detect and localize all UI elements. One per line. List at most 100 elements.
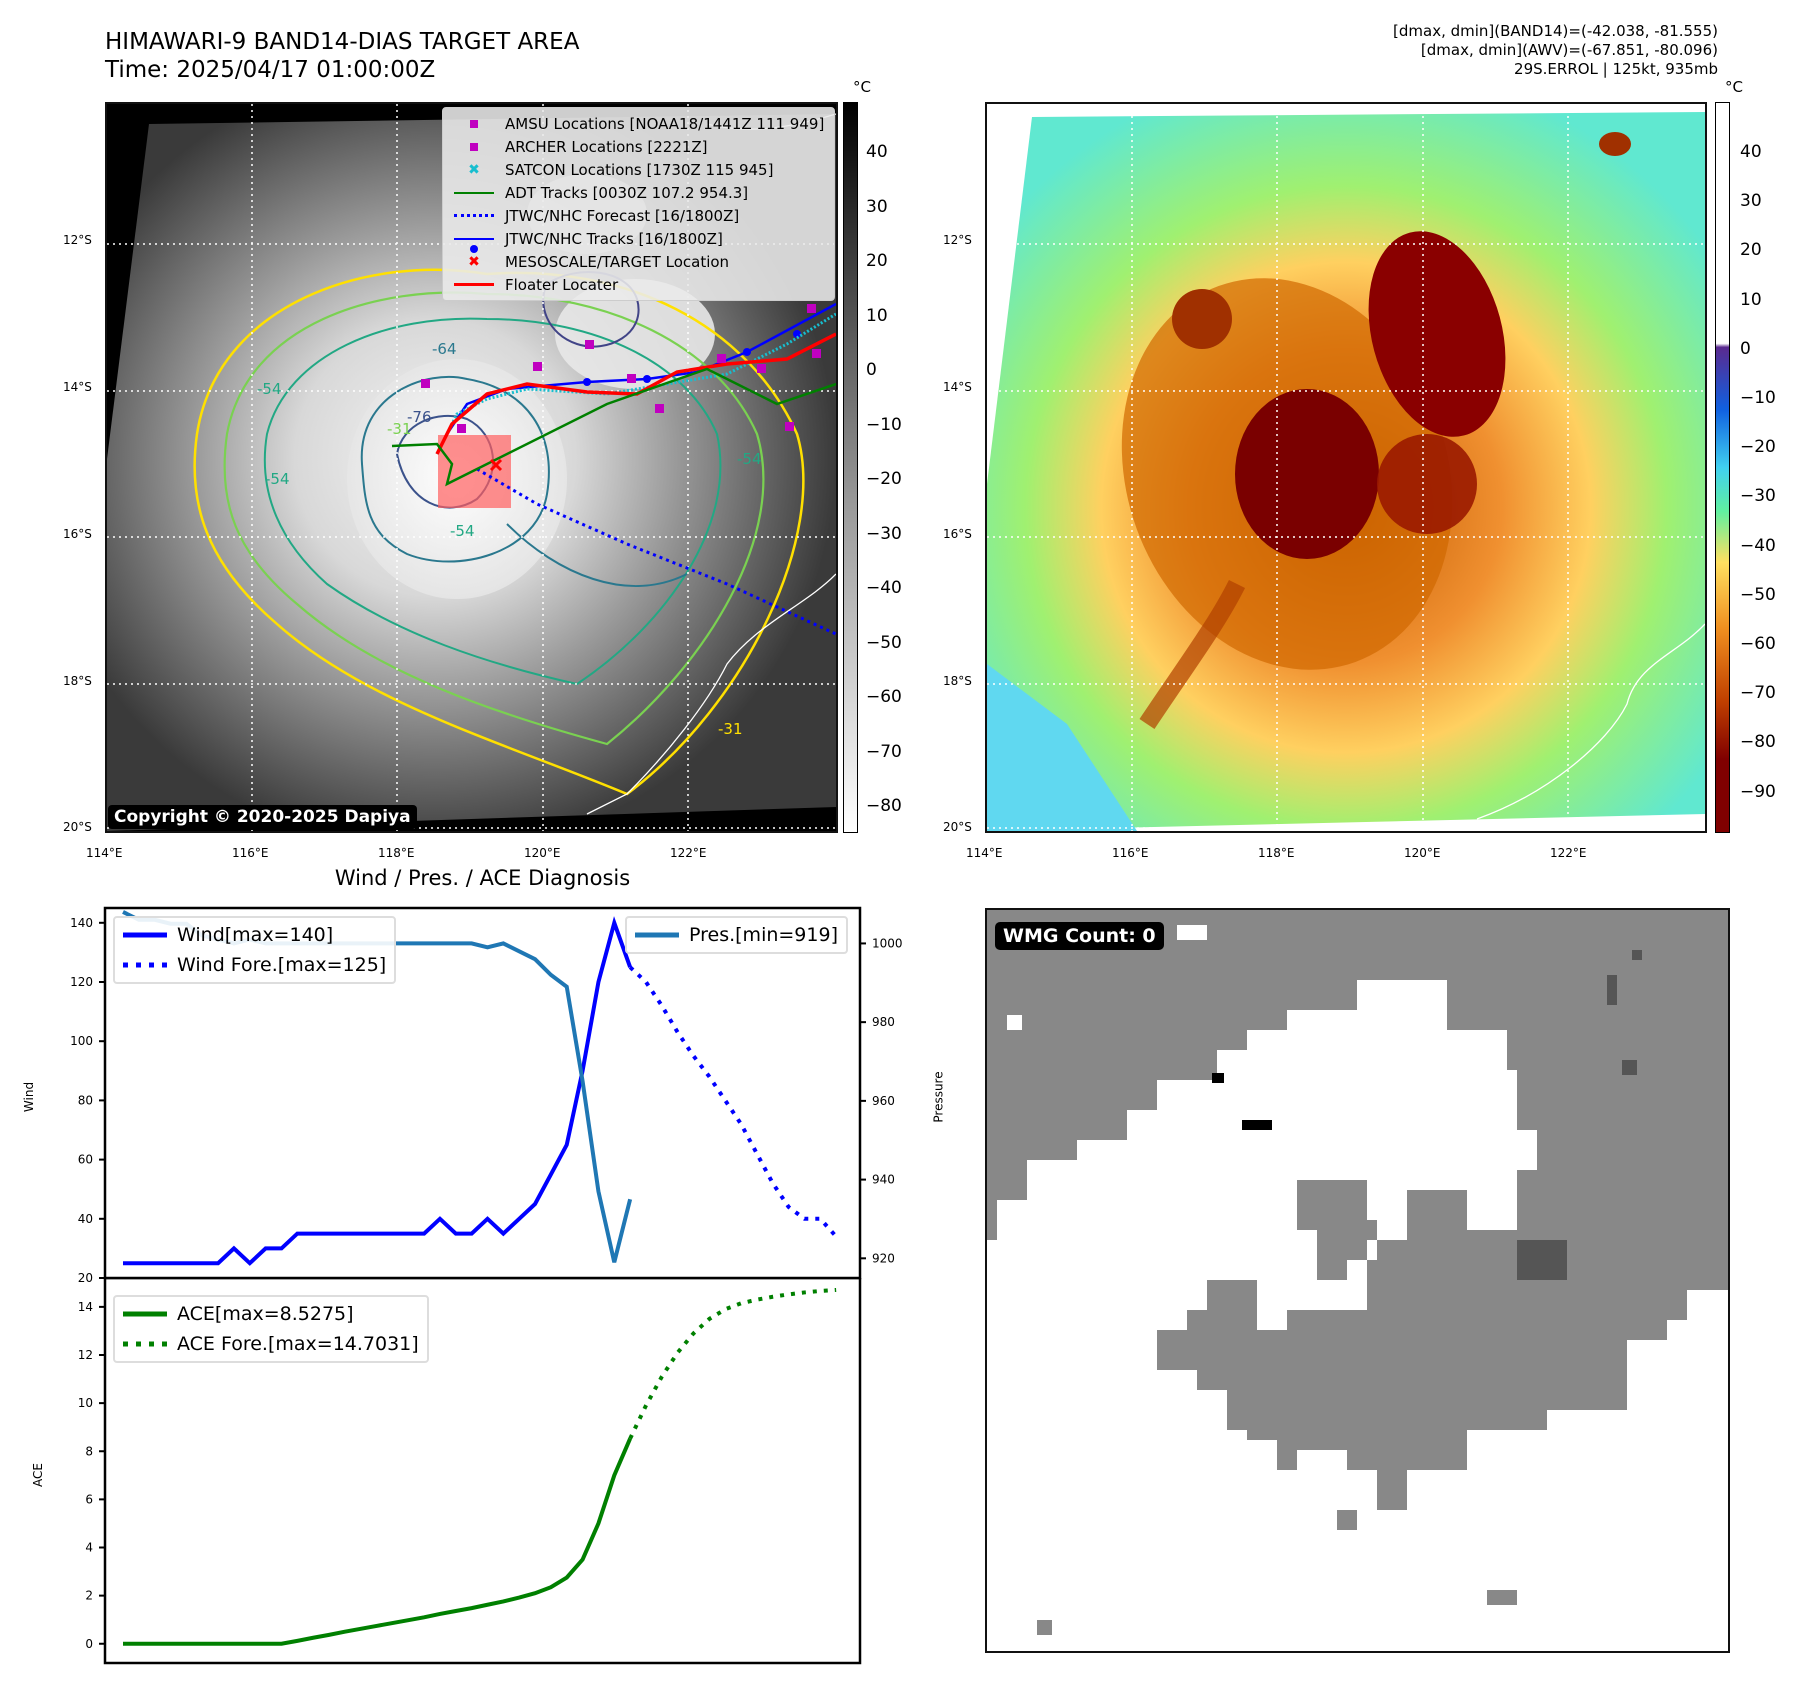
y-tick-label: 80: [78, 1093, 93, 1107]
y-tick-label: 2: [85, 1589, 93, 1603]
contour-label: -54: [737, 450, 762, 468]
ir-map-left: -54 -54 -54 -54 -31 -31 -64 -76 AMSU Loc…: [105, 102, 838, 833]
lat-label: 14°S: [943, 380, 972, 394]
legend-item-pressure: Pres.[min=919]: [635, 924, 838, 946]
lat-label: 12°S: [63, 233, 92, 247]
ace-legend: ACE[max=8.5275] ACE Fore.[max=14.7031]: [113, 1295, 429, 1363]
lon-label: 116°E: [232, 846, 269, 860]
colorbar-tick-label: 10: [866, 305, 888, 326]
lat-label: 14°S: [63, 380, 92, 394]
cdo-core: [1235, 389, 1379, 559]
y-tick-label: 120: [70, 975, 93, 989]
colorbar-tick-label: −40: [866, 578, 902, 598]
colorbar-gray: [843, 102, 858, 833]
cyan-x-icon: ✖: [468, 161, 480, 178]
y-tick-label: 12: [78, 1348, 93, 1362]
y-tick-label: 10: [78, 1396, 93, 1410]
colorbar-tick-label: −10: [1740, 388, 1776, 408]
colorbar-tick-label: 10: [1740, 289, 1762, 310]
chart-title: Wind / Pres. / ACE Diagnosis: [334, 866, 631, 890]
colorbar-tick-label: −60: [866, 687, 902, 707]
y-tick-label: 20: [78, 1271, 93, 1285]
colorbar-tick-label: −60: [1740, 634, 1776, 654]
legend-item-satcon: ✖ SATCON Locations [1730Z 115 945]: [451, 158, 826, 181]
colorbar-tick-label: −30: [1740, 486, 1776, 507]
y-tick-label: 4: [85, 1541, 93, 1555]
y-tick-label: 0: [85, 1637, 93, 1651]
red-line-icon: [454, 283, 494, 286]
gridlines: [987, 104, 1705, 831]
y-tick-label: 100: [70, 1034, 93, 1048]
contour-label: -64: [432, 340, 457, 358]
lon-label: 120°E: [524, 846, 561, 860]
contour-label: -54: [265, 470, 290, 488]
wmg-black-pixel: [1212, 1073, 1224, 1083]
legend-item-adt: ADT Tracks [0030Z 107.2 954.3]: [451, 181, 826, 204]
wmg-white-region: [987, 980, 1728, 1651]
figure-title: HIMAWARI-9 BAND14-DIAS TARGET AREA Time:…: [105, 28, 579, 84]
colorbar-tick-label: 20: [866, 251, 888, 271]
y-tick-label: 40: [78, 1212, 93, 1226]
blue-dotted-line-icon: [454, 214, 494, 217]
magenta-square-icon: [470, 119, 478, 128]
contour-lightgreen: [223, 291, 765, 746]
colorbar-tick-label: −50: [1740, 584, 1776, 605]
colorbar-color: [1715, 102, 1730, 833]
map-legend: AMSU Locations [NOAA18/1441Z 111 949] AR…: [442, 107, 835, 301]
target-marker: [489, 458, 503, 472]
y2-tick-label: 960: [872, 1094, 895, 1108]
coastline: [1476, 623, 1705, 820]
series-line-wind-fore-: [628, 965, 838, 1238]
colorbar-tick-label: −20: [866, 469, 902, 489]
lon-label: 118°E: [1258, 846, 1295, 860]
colorbar-tick-label: −50: [866, 632, 902, 653]
wind-axis-label: Wind: [22, 1081, 37, 1113]
y2-tick-label: 920: [872, 1251, 895, 1265]
lon-label: 114°E: [966, 846, 1003, 860]
lat-label: 18°S: [943, 674, 972, 688]
y-tick-label: 140: [70, 916, 93, 930]
ir-map-right: [985, 102, 1707, 833]
contour-label: -31: [387, 420, 412, 438]
coastline: [586, 573, 836, 815]
colorbar-unit: °C: [853, 78, 871, 96]
info-line-2: [dmax, dmin](AWV)=(-67.851, -80.096): [1420, 41, 1718, 59]
legend-item-archer: ARCHER Locations [2221Z]: [451, 135, 826, 158]
wind-legend: Wind[max=140] Wind Fore.[max=125]: [113, 916, 397, 984]
lon-label: 116°E: [1112, 846, 1149, 860]
colorbar-tick-label: −80: [1740, 732, 1776, 753]
contour-blue: [360, 375, 550, 563]
legend-item-jtwc-forecast: JTWC/NHC Forecast [16/1800Z]: [451, 204, 826, 227]
colorbar-tick-label: 30: [866, 196, 888, 217]
contour-label: -76: [407, 408, 432, 426]
contour-label: -31: [718, 720, 743, 738]
green-line-icon: [454, 191, 494, 194]
ace-chart: 0 2 4 6 8 10 12 14: [78, 1278, 862, 1665]
y-tick-label: 6: [85, 1492, 93, 1506]
y2-tick-label: 1000: [872, 936, 903, 950]
copyright-label: Copyright © 2020-2025 Dapiya: [108, 805, 417, 829]
ace-plot-frame: [103, 1278, 862, 1665]
colorbar-tick-label: −70: [866, 741, 902, 762]
legend-item-wind: Wind[max=140]: [123, 924, 334, 946]
wmg-image: [987, 925, 1728, 1651]
floater-track: [435, 332, 836, 455]
jtwc-forecast-track: [476, 467, 836, 636]
y-tick-label: 60: [78, 1153, 93, 1167]
lat-label: 20°S: [63, 820, 92, 834]
colorbar-tick-label: 0: [1740, 338, 1751, 359]
lon-label: 118°E: [378, 846, 415, 860]
storm-info: [dmax, dmin](BAND14)=(-42.038, -81.555) …: [1393, 22, 1718, 79]
colorbar-tick-label: −90: [1740, 781, 1776, 802]
legend-item-target: ✖ MESOSCALE/TARGET Location: [451, 250, 826, 273]
lat-label: 18°S: [63, 674, 92, 688]
lon-label: 122°E: [1550, 846, 1587, 860]
colorbar-tick-label: 40: [1740, 142, 1762, 162]
y-tick-label: 14: [78, 1300, 93, 1314]
lon-label: 114°E: [86, 846, 123, 860]
colorbar-tick-label: −20: [1740, 437, 1776, 458]
contour-yellow: [193, 268, 805, 796]
lat-label: 12°S: [943, 233, 972, 247]
colorbar-tick-label: −70: [1740, 683, 1776, 704]
legend-item-wind-forecast: Wind Fore.[max=125]: [123, 954, 387, 976]
